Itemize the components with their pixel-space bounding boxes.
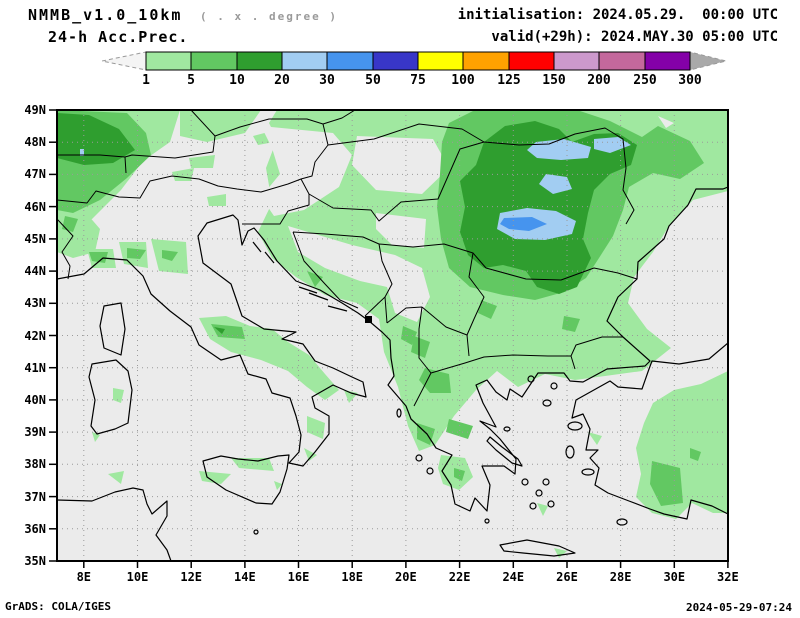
colorbar-seg-9: [508, 51, 555, 71]
lon-tick-label: 20E: [395, 570, 417, 584]
lat-tick-label: 37N: [24, 490, 46, 504]
axis-ticks: [49, 109, 729, 568]
colorbar-segments: [145, 51, 691, 71]
grads-credit: GrADS: COLA/IGES: [5, 600, 111, 613]
colorbar-seg-6: [372, 51, 419, 71]
colorbar-seg-1: [145, 51, 192, 71]
colorbar-label: 5: [187, 73, 195, 88]
colorbar-labels: 1 5 10 20 30 50 75 100 125 150 200 250 3…: [142, 73, 702, 88]
bay-of-kotor-mark: [365, 316, 372, 323]
colorbar-seg-8: [462, 51, 510, 71]
colorbar-label: 250: [633, 73, 657, 88]
colorbar-seg-2: [190, 51, 238, 71]
colorbar-label: 20: [274, 73, 290, 88]
lat-tick-label: 47N: [24, 167, 46, 181]
lat-tick-label: 38N: [24, 457, 46, 471]
precip-dry-holes: [261, 116, 674, 322]
lat-tick-label: 35N: [24, 554, 46, 568]
precip-layer-10-20mm: [57, 113, 637, 334]
lon-tick-label: 22E: [449, 570, 471, 584]
valid-time: valid(+29h): 2024.MAY.30 05:00 UTC: [491, 29, 778, 45]
lon-tick-label: 14E: [234, 570, 256, 584]
lat-axis: 49N 48N 47N 46N 45N 44N 43N 42N 41N 40N …: [24, 103, 46, 568]
lat-tick-label: 44N: [24, 264, 46, 278]
colorbar-seg-4: [281, 51, 328, 71]
colorbar-seg-5: [326, 51, 374, 71]
coastlines: [57, 186, 728, 561]
lon-tick-label: 30E: [663, 570, 685, 584]
lat-tick-label: 45N: [24, 232, 46, 246]
lon-tick-label: 10E: [127, 570, 149, 584]
colorbar: 1 5 10 20 30 50 75 100 125 150 200 250 3…: [101, 51, 727, 88]
colorbar-seg-12: [644, 51, 691, 71]
lon-axis: 8E 10E 12E 14E 16E 18E 20E 22E 24E 26E 2…: [77, 570, 739, 584]
lon-tick-label: 28E: [610, 570, 632, 584]
colorbar-seg-10: [553, 51, 600, 71]
lon-tick-label: 24E: [502, 570, 524, 584]
colorbar-seg-11: [598, 51, 646, 71]
colorbar-seg-7: [417, 51, 464, 71]
colorbar-left-arrow-icon: [101, 51, 147, 71]
colorbar-seg-3: [236, 51, 283, 71]
precip-layer-30-50mm: [500, 217, 547, 231]
lat-tick-label: 49N: [24, 103, 46, 117]
colorbar-label: 1: [142, 73, 150, 88]
colorbar-label: 50: [365, 73, 381, 88]
colorbar-label: 150: [542, 73, 566, 88]
creation-timestamp: 2024-05-29-07:24: [686, 601, 792, 614]
colorbar-label: 10: [229, 73, 245, 88]
colorbar-label: 100: [451, 73, 475, 88]
lat-tick-label: 36N: [24, 522, 46, 536]
colorbar-label: 75: [410, 73, 426, 88]
product-title: 24-h Acc.Prec.: [48, 28, 189, 46]
colorbar-label: 200: [587, 73, 611, 88]
country-borders: [57, 110, 638, 407]
initialisation-time: initialisation: 2024.05.29. 00:00 UTC: [457, 7, 778, 23]
lat-tick-label: 46N: [24, 200, 46, 214]
colorbar-label: 300: [678, 73, 702, 88]
lon-tick-label: 26E: [556, 570, 578, 584]
lon-tick-label: 8E: [77, 570, 91, 584]
lat-tick-label: 43N: [24, 296, 46, 310]
colorbar-label: 30: [319, 73, 335, 88]
colorbar-label: 125: [497, 73, 520, 88]
lon-tick-label: 16E: [288, 570, 310, 584]
grid-resolution-note: ( . x . degree ): [200, 10, 338, 23]
lat-tick-label: 41N: [24, 361, 46, 375]
lon-tick-label: 32E: [717, 570, 739, 584]
lat-tick-label: 48N: [24, 135, 46, 149]
precip-map: [57, 110, 728, 561]
lat-tick-label: 39N: [24, 425, 46, 439]
lon-tick-label: 18E: [341, 570, 363, 584]
model-title: NMMB_v1.0_10km: [28, 6, 183, 24]
lat-tick-label: 40N: [24, 393, 46, 407]
lat-tick-label: 42N: [24, 329, 46, 343]
colorbar-right-arrow-icon: [689, 51, 727, 71]
lon-tick-label: 12E: [180, 570, 202, 584]
